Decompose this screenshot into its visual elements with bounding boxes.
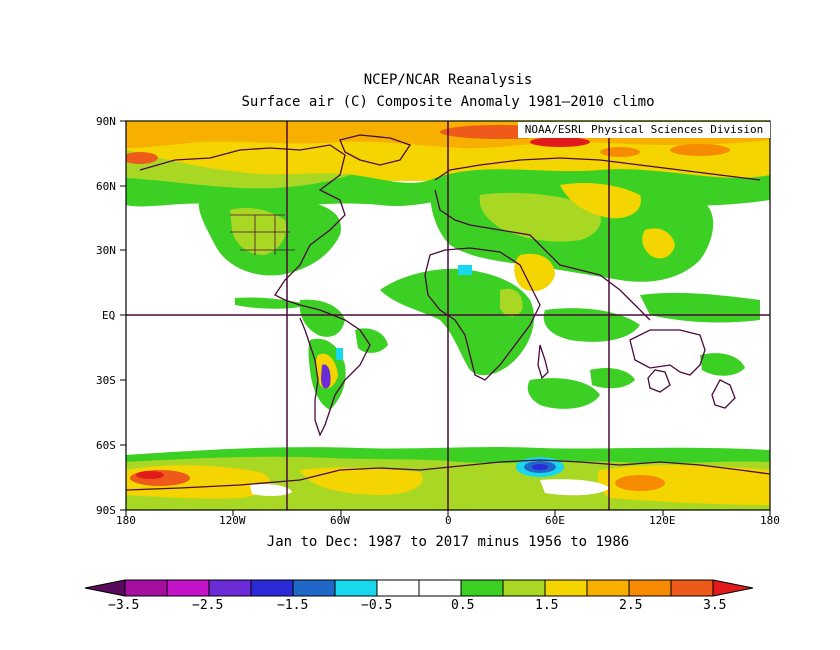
colorbar-swatch (670, 579, 714, 597)
chart-title-line2: Surface air (C) Composite Anomaly 1981–2… (241, 94, 655, 110)
lon-label-60e: 60E (545, 514, 565, 527)
colorbar-swatch (292, 579, 336, 597)
colorbar-swatch (334, 579, 378, 597)
lat-label-90s: 90S (96, 504, 116, 517)
lat-label-eq: EQ (102, 309, 116, 322)
lon-label-60w: 60W (330, 514, 350, 527)
coastlines (126, 134, 770, 491)
colorbar-swatch (250, 579, 294, 597)
colorbar-label-1-5: 1.5 (535, 598, 559, 613)
chart-subtitle: Jan to Dec: 1987 to 2017 minus 1956 to 1… (266, 534, 630, 550)
colorbar-arrow-low (84, 579, 126, 597)
chart-title-line1: NCEP/NCAR Reanalysis (363, 72, 533, 88)
colorbar-label-neg2-5: −2.5 (192, 598, 224, 613)
colorbar-swatch (628, 579, 672, 597)
colorbar-swatch (460, 579, 504, 597)
lat-label-60n: 60N (96, 180, 116, 193)
lat-label-90n: 90N (96, 115, 116, 128)
colorbar-label-3-5: 3.5 (703, 598, 727, 613)
colorbar-arrow-high (712, 579, 754, 597)
lat-label-30s: 30S (96, 374, 116, 387)
colorbar-swatch (586, 579, 630, 597)
colorbar-label-0-5: 0.5 (451, 598, 475, 613)
lon-label-120e: 120E (649, 514, 676, 527)
colorbar-swatch (418, 579, 462, 597)
colorbar-swatch (502, 579, 546, 597)
colorbar-swatch (208, 579, 252, 597)
colorbar-swatch (124, 579, 168, 597)
lon-label-0: 0 (445, 514, 452, 527)
lat-label-30n: 30N (96, 244, 116, 257)
axis-ticks (120, 120, 771, 516)
credit-label: NOAA/ESRL Physical Sciences Division (518, 122, 770, 138)
lon-label-180w: 180 (116, 514, 136, 527)
lon-label-120w: 120W (219, 514, 246, 527)
colorbar-swatch (376, 579, 420, 597)
colorbar-label-neg0-5: −0.5 (361, 598, 393, 613)
colorbar-label-neg1-5: −1.5 (277, 598, 309, 613)
colorbar (84, 579, 754, 597)
colorbar-swatch (166, 579, 210, 597)
lon-label-180e: 180 (760, 514, 780, 527)
colorbar-label-neg3-5: −3.5 (108, 598, 140, 613)
colorbar-label-2-5: 2.5 (619, 598, 643, 613)
lat-label-60s: 60S (96, 439, 116, 452)
colorbar-swatch (544, 579, 588, 597)
grid-lines (126, 121, 770, 510)
